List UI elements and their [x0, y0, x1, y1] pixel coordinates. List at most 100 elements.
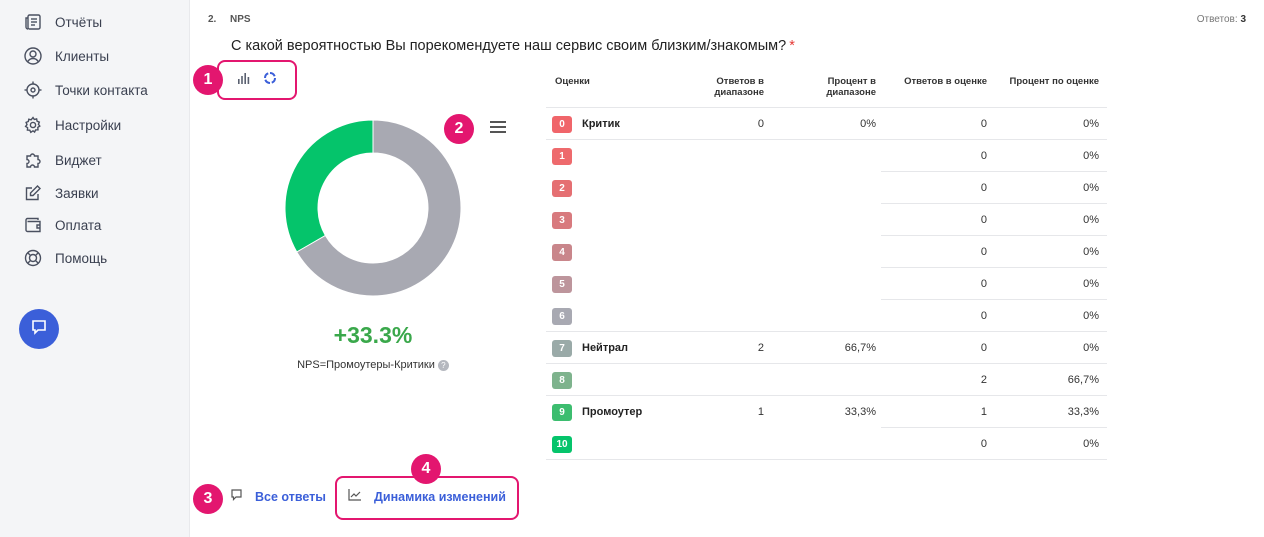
- row-divider: [881, 203, 1107, 204]
- answers-count: Ответов: 3: [1196, 14, 1246, 25]
- badge-4: 4: [411, 454, 441, 484]
- score-badge: 7: [552, 340, 572, 357]
- badge-1: 1: [193, 65, 223, 95]
- sidebar-item-label: Отчёты: [55, 14, 103, 30]
- all-answers-button[interactable]: Все ответы: [230, 488, 326, 506]
- header-scores: Оценки: [555, 76, 590, 87]
- row-divider: [546, 363, 1107, 364]
- donut-chart-toggle[interactable]: [256, 66, 284, 94]
- score-count-cell: 0: [980, 310, 987, 322]
- row-divider: [881, 267, 1107, 268]
- highlight-dynamics: [335, 476, 519, 520]
- range-pct-cell: 66,7%: [844, 342, 876, 354]
- sidebar-item-reports[interactable]: Отчёты: [22, 10, 102, 34]
- chat-button[interactable]: [19, 309, 59, 349]
- score-pct-cell: 0%: [1083, 438, 1099, 450]
- score-pct-cell: 0%: [1083, 342, 1099, 354]
- group-label: Нейтрал: [582, 342, 629, 354]
- score-badge: 1: [552, 148, 572, 165]
- dynamics-label: Динамика изменений: [374, 490, 506, 504]
- donut-slice-2[interactable]: [296, 120, 461, 296]
- wallet-icon: [22, 214, 44, 236]
- sidebar-item-help[interactable]: Помощь: [22, 246, 107, 270]
- user-icon: [22, 45, 44, 67]
- score-badge: 8: [552, 372, 572, 389]
- score-badge: 9: [552, 404, 572, 421]
- header-range-pct: Процент в диапазоне: [826, 76, 876, 98]
- row-divider: [546, 139, 1107, 140]
- table-row: 3 0 0%: [546, 204, 1107, 236]
- badge-2: 2: [444, 114, 474, 144]
- table-row: 10 0 0%: [546, 428, 1107, 460]
- table-row: 1 0 0%: [546, 140, 1107, 172]
- table-row: 7 Нейтрал 2 66,7% 0 0%: [546, 332, 1107, 364]
- sidebar-item-requests[interactable]: Заявки: [22, 181, 99, 205]
- donut-chart-icon: [263, 71, 277, 90]
- line-chart-icon: [348, 488, 362, 506]
- score-badge: 4: [552, 244, 572, 261]
- gear-icon: [22, 114, 44, 136]
- table-row: 9 Промоутер 1 33,3% 1 33,3%: [546, 396, 1107, 428]
- all-answers-label: Все ответы: [255, 490, 326, 504]
- help-icon[interactable]: ?: [437, 359, 449, 371]
- score-count-cell: 0: [980, 438, 987, 450]
- chat-icon: [30, 318, 48, 341]
- dynamics-button[interactable]: Динамика изменений: [348, 488, 506, 506]
- table-header: Оценки Ответов в диапазоне Процент в диа…: [546, 66, 1107, 108]
- range-pct-cell: 33,3%: [844, 406, 876, 418]
- score-pct-cell: 0%: [1083, 118, 1099, 130]
- row-divider: [546, 331, 1107, 332]
- score-count-cell: 1: [980, 406, 987, 418]
- question-type: NPS: [230, 14, 251, 25]
- sidebar-item-payment[interactable]: Оплата: [22, 213, 101, 237]
- sidebar-item-touchpoints[interactable]: Точки контакта: [22, 78, 148, 102]
- score-pct-cell: 0%: [1083, 278, 1099, 290]
- nps-table: Оценки Ответов в диапазоне Процент в диа…: [546, 66, 1107, 460]
- lifebuoy-icon: [22, 247, 44, 269]
- question-number: 2.: [208, 14, 217, 25]
- score-badge: 6: [552, 308, 572, 325]
- sidebar-item-widget[interactable]: Виджет: [22, 148, 102, 172]
- score-count-cell: 0: [980, 278, 987, 290]
- question-title: С какой вероятностью Вы порекомендуете н…: [231, 38, 795, 54]
- score-count-cell: 0: [980, 182, 987, 194]
- donut-slice-1[interactable]: [285, 120, 374, 253]
- score-badge: 10: [552, 436, 572, 453]
- sidebar-item-clients[interactable]: Клиенты: [22, 44, 109, 68]
- main-content: 2. NPS Ответов: 3 С какой вероятностью В…: [190, 0, 1264, 537]
- sidebar-item-label: Точки контакта: [55, 82, 148, 98]
- score-count-cell: 2: [980, 374, 987, 386]
- table-row: 0 Критик 0 0% 0 0%: [546, 108, 1107, 140]
- score-pct-cell: 33,3%: [1067, 406, 1099, 418]
- range-count-cell: 2: [757, 342, 764, 354]
- bar-chart-toggle[interactable]: [230, 66, 258, 94]
- score-pct-cell: 0%: [1083, 246, 1099, 258]
- sidebar-item-label: Оплата: [55, 217, 102, 233]
- table-body: 0 Критик 0 0% 0 0% 1 0 0% 2 0 0% 3 0 0% 4 0 0% 5 0 0% 6 0 0% 7 Не…: [546, 108, 1107, 460]
- score-badge: 3: [552, 212, 572, 229]
- target-icon: [22, 79, 44, 101]
- sidebar-item-label: Виджет: [55, 152, 102, 168]
- row-divider: [881, 299, 1107, 300]
- row-divider: [546, 459, 1107, 460]
- range-count-cell: 1: [757, 406, 764, 418]
- score-pct-cell: 0%: [1083, 214, 1099, 226]
- score-pct-cell: 66,7%: [1067, 374, 1099, 386]
- score-pct-cell: 0%: [1083, 150, 1099, 162]
- chart-menu-button[interactable]: [490, 121, 506, 137]
- sidebar-item-label: Заявки: [55, 185, 99, 201]
- header-score-pct: Процент по оценке: [1009, 76, 1099, 87]
- row-divider: [881, 427, 1107, 428]
- edit-icon: [22, 182, 44, 204]
- menu-icon-line: [490, 126, 506, 128]
- range-count-cell: 0: [757, 118, 764, 130]
- score-count-cell: 0: [980, 342, 987, 354]
- table-row: 5 0 0%: [546, 268, 1107, 300]
- table-row: 2 0 0%: [546, 172, 1107, 204]
- score-badge: 0: [552, 116, 572, 133]
- row-divider: [881, 171, 1107, 172]
- sidebar-item-label: Клиенты: [55, 48, 110, 64]
- comment-icon: [230, 488, 243, 506]
- sidebar-item-settings[interactable]: Настройки: [22, 113, 121, 137]
- badge-3: 3: [193, 484, 223, 514]
